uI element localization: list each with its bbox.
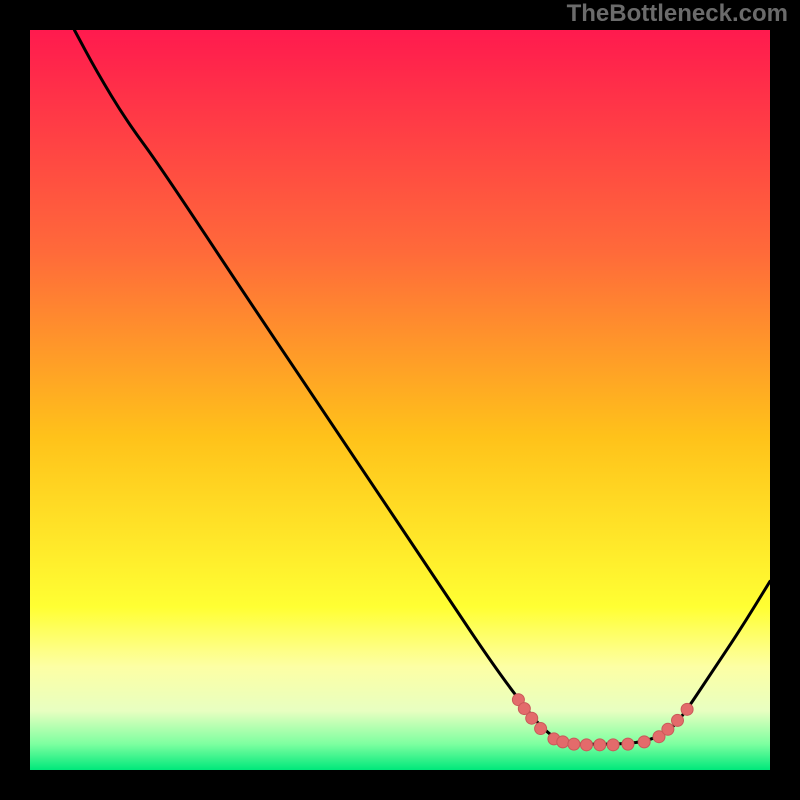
curve-marker [526, 712, 538, 724]
curve-marker [557, 736, 569, 748]
curve-layer [30, 30, 770, 770]
watermark-text: TheBottleneck.com [567, 0, 788, 28]
marker-group [512, 694, 693, 751]
curve-marker [568, 738, 580, 750]
curve-marker [638, 736, 650, 748]
plot-area [30, 30, 770, 770]
curve-marker [622, 738, 634, 750]
curve-marker [662, 723, 674, 735]
curve-marker [535, 723, 547, 735]
bottleneck-curve [74, 30, 770, 744]
curve-marker [681, 703, 693, 715]
curve-marker [580, 739, 592, 751]
chart-container: { "watermark": { "text": "TheBottleneck.… [0, 0, 800, 800]
curve-marker [672, 714, 684, 726]
curve-marker [594, 739, 606, 751]
curve-marker [607, 739, 619, 751]
